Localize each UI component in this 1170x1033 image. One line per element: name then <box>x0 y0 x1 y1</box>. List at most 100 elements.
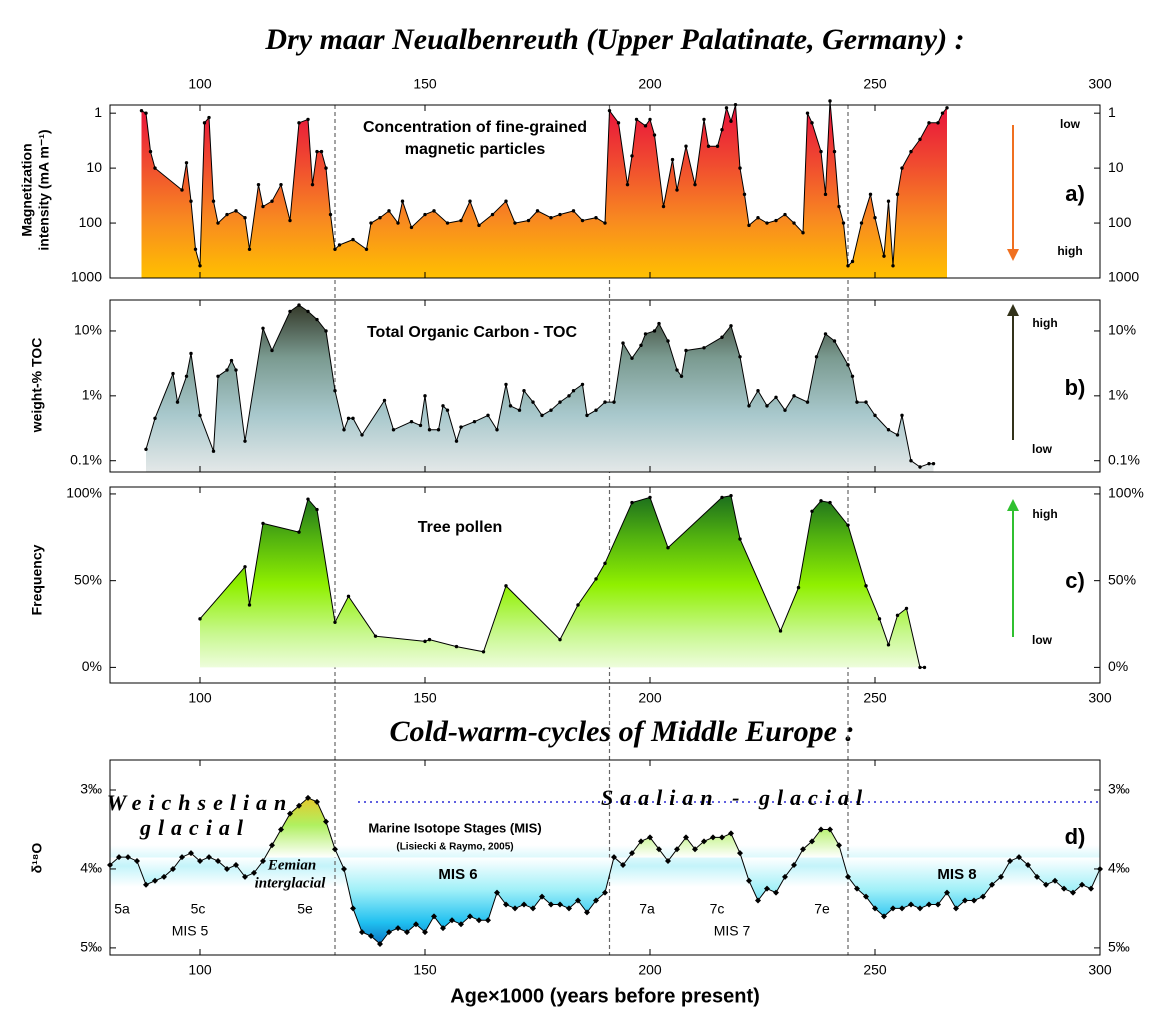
marker <box>792 394 796 398</box>
marker <box>810 509 814 513</box>
marker <box>1007 858 1013 865</box>
marker <box>315 149 319 154</box>
marker <box>1043 881 1049 888</box>
marker <box>364 247 369 251</box>
marker <box>783 408 787 412</box>
marker <box>1079 881 1085 888</box>
marker <box>850 374 855 379</box>
marker <box>243 216 247 220</box>
marker <box>323 818 329 825</box>
marker <box>171 371 175 376</box>
marker <box>656 846 662 853</box>
marker <box>333 620 337 624</box>
annotation: 7e <box>814 901 830 917</box>
marker <box>477 223 481 228</box>
marker <box>755 897 761 904</box>
marker <box>467 913 473 920</box>
marker <box>441 404 445 408</box>
x-tick-label: 200 <box>638 690 662 706</box>
marker <box>585 413 589 418</box>
marker <box>251 869 257 876</box>
x-tick-label: 200 <box>638 962 662 978</box>
marker <box>774 218 778 223</box>
y-tick-label: 100% <box>1108 485 1144 501</box>
marker <box>904 606 909 611</box>
marker <box>927 121 931 125</box>
section-title: Cold-warm-cycles of Middle Europe : <box>390 715 855 748</box>
marker <box>670 157 675 162</box>
marker <box>472 419 477 424</box>
area-fill <box>141 101 947 278</box>
marker <box>620 862 626 868</box>
annotation: d) <box>1065 824 1086 849</box>
x-tick-label: 100 <box>188 962 212 978</box>
marker <box>243 439 247 443</box>
marker <box>737 850 743 857</box>
marker <box>351 416 355 421</box>
marker <box>647 834 653 841</box>
marker <box>454 644 459 649</box>
marker <box>567 394 571 398</box>
marker <box>198 617 202 621</box>
annotation: high <box>1057 244 1082 258</box>
marker <box>909 459 913 463</box>
marker <box>531 400 535 404</box>
marker <box>692 846 698 853</box>
marker <box>332 846 338 853</box>
marker <box>630 154 634 158</box>
marker <box>422 929 428 936</box>
marker <box>1016 854 1022 861</box>
x-tick-label: 250 <box>863 962 887 978</box>
marker <box>459 425 463 429</box>
marker <box>895 613 900 618</box>
y-tick-label: 3‰ <box>1108 781 1130 797</box>
marker <box>918 465 922 469</box>
marker <box>890 905 896 912</box>
marker <box>233 862 239 868</box>
marker <box>315 317 319 322</box>
marker <box>504 382 508 387</box>
marker <box>391 428 396 432</box>
marker <box>342 428 346 432</box>
marker <box>594 577 598 581</box>
marker <box>773 889 779 896</box>
marker <box>895 433 900 437</box>
marker <box>535 209 540 213</box>
marker <box>702 346 706 350</box>
marker <box>494 889 500 896</box>
marker <box>630 500 634 505</box>
marker <box>314 798 320 805</box>
annotation: c) <box>1065 568 1085 593</box>
marker <box>234 209 238 213</box>
y-axis-label: δ¹⁸O <box>29 843 45 874</box>
plot-frame <box>109 299 1101 473</box>
marker <box>684 348 688 353</box>
marker <box>1088 885 1094 892</box>
annotation: Marine Isotope Stages (MIS) <box>368 820 541 835</box>
y-tick-label: 1% <box>82 387 102 403</box>
plot-frame <box>109 486 1101 684</box>
marker <box>459 218 463 223</box>
marker <box>827 826 833 833</box>
marker <box>215 858 221 865</box>
marker <box>720 495 724 500</box>
marker <box>324 329 328 333</box>
x-tick-label: 250 <box>863 76 887 92</box>
marker <box>603 561 607 566</box>
marker <box>346 594 351 598</box>
marker <box>629 850 635 857</box>
marker <box>594 408 598 412</box>
annotation: Saalian - glacial <box>601 785 869 810</box>
marker <box>809 838 815 845</box>
marker <box>522 388 526 393</box>
marker <box>661 204 666 209</box>
annotation: MIS 7 <box>714 923 751 939</box>
marker <box>873 216 877 220</box>
marker <box>980 893 986 900</box>
marker <box>409 225 414 230</box>
marker <box>495 428 499 432</box>
marker <box>792 221 796 225</box>
marker <box>674 846 680 853</box>
area-fill <box>110 797 1100 944</box>
marker <box>611 854 617 861</box>
